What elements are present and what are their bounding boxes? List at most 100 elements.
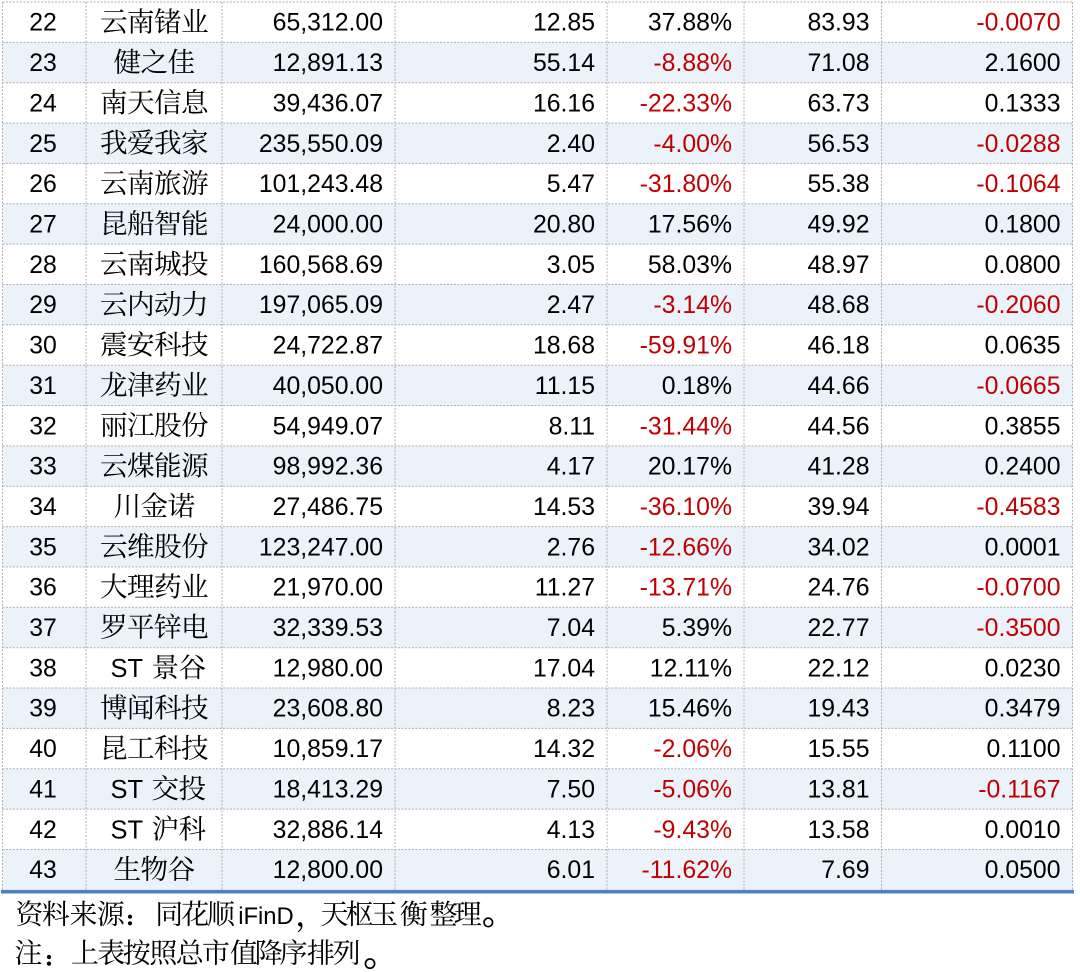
svg-text:20.80: 20.80 xyxy=(533,212,595,239)
svg-text:42: 42 xyxy=(29,817,57,844)
svg-text:40: 40 xyxy=(29,736,57,763)
svg-text:17.04: 17.04 xyxy=(533,655,595,682)
svg-text:14.53: 14.53 xyxy=(533,494,595,521)
svg-text:-9.43%: -9.43% xyxy=(653,817,732,844)
svg-text:12.85: 12.85 xyxy=(533,10,595,37)
svg-text:32,886.14: 32,886.14 xyxy=(273,817,384,844)
svg-text:98,992.36: 98,992.36 xyxy=(273,454,383,481)
svg-text:0.2400: 0.2400 xyxy=(985,454,1061,481)
svg-text:7.04: 7.04 xyxy=(547,615,595,642)
svg-text:20.17%: 20.17% xyxy=(648,454,732,481)
svg-text:18.68: 18.68 xyxy=(533,333,595,360)
svg-text:-8.88%: -8.88% xyxy=(653,50,732,77)
svg-text:-0.0070: -0.0070 xyxy=(976,10,1060,37)
svg-text:-0.4583: -0.4583 xyxy=(976,494,1060,521)
svg-text:5.47: 5.47 xyxy=(547,171,595,198)
svg-text:0.0800: 0.0800 xyxy=(985,252,1061,279)
svg-text:2.40: 2.40 xyxy=(547,131,595,158)
svg-text:24,000.00: 24,000.00 xyxy=(273,212,383,239)
svg-text:4.17: 4.17 xyxy=(547,454,595,481)
svg-text:0.1100: 0.1100 xyxy=(986,736,1060,763)
svg-text:-0.0700: -0.0700 xyxy=(976,575,1060,602)
svg-text:39: 39 xyxy=(29,696,57,723)
svg-text:-36.10%: -36.10% xyxy=(640,494,732,521)
svg-text:ST: ST xyxy=(111,817,144,845)
svg-text:iFinD: iFinD xyxy=(238,903,294,930)
svg-text:48.68: 48.68 xyxy=(807,292,869,319)
svg-text:36: 36 xyxy=(29,575,57,602)
svg-text:160,568.69: 160,568.69 xyxy=(259,252,383,279)
svg-text:22: 22 xyxy=(29,10,57,37)
svg-text:54,949.07: 54,949.07 xyxy=(273,413,383,440)
svg-text:18,413.29: 18,413.29 xyxy=(273,777,383,804)
svg-text:41: 41 xyxy=(29,777,57,804)
svg-text:19.43: 19.43 xyxy=(807,696,869,723)
svg-text:48.97: 48.97 xyxy=(807,252,869,279)
svg-text:15.55: 15.55 xyxy=(807,736,869,763)
svg-text:0.0230: 0.0230 xyxy=(985,655,1061,682)
svg-text:37: 37 xyxy=(29,615,57,642)
svg-text:7.69: 7.69 xyxy=(821,857,869,884)
svg-text:0.1800: 0.1800 xyxy=(985,212,1061,239)
svg-text:-0.0665: -0.0665 xyxy=(976,373,1060,400)
svg-text:0.3855: 0.3855 xyxy=(985,413,1061,440)
svg-text:21,970.00: 21,970.00 xyxy=(273,575,383,602)
svg-text:26: 26 xyxy=(29,171,57,198)
svg-text:55.14: 55.14 xyxy=(533,50,595,77)
svg-text:0.1333: 0.1333 xyxy=(985,90,1061,117)
svg-text:-5.06%: -5.06% xyxy=(653,777,732,804)
svg-text:23: 23 xyxy=(29,50,57,77)
svg-text:-31.44%: -31.44% xyxy=(640,413,732,440)
svg-text:35: 35 xyxy=(29,534,57,561)
svg-text:12,800.00: 12,800.00 xyxy=(273,857,383,884)
svg-text:ST: ST xyxy=(111,655,144,683)
svg-text:17.56%: 17.56% xyxy=(648,212,732,239)
svg-text:24,722.87: 24,722.87 xyxy=(273,333,383,360)
svg-text:39,436.07: 39,436.07 xyxy=(273,90,383,117)
svg-text:37.88%: 37.88% xyxy=(648,10,732,37)
svg-text:197,065.09: 197,065.09 xyxy=(259,292,383,319)
svg-text:25: 25 xyxy=(29,131,57,158)
svg-text:71.08: 71.08 xyxy=(807,50,869,77)
svg-text:10,859.17: 10,859.17 xyxy=(273,736,383,763)
svg-text:58.03%: 58.03% xyxy=(648,252,732,279)
svg-text:16.16: 16.16 xyxy=(533,90,595,117)
svg-text:6.01: 6.01 xyxy=(547,857,595,884)
svg-text:11.27: 11.27 xyxy=(535,575,595,602)
svg-text:-4.00%: -4.00% xyxy=(653,131,732,158)
svg-text:13.58: 13.58 xyxy=(807,817,869,844)
svg-text:29: 29 xyxy=(29,292,57,319)
svg-text:39.94: 39.94 xyxy=(807,494,869,521)
svg-text:-31.80%: -31.80% xyxy=(640,171,732,198)
svg-text:43: 43 xyxy=(29,857,57,884)
svg-text:56.53: 56.53 xyxy=(807,131,869,158)
svg-text:30: 30 xyxy=(29,333,57,360)
svg-text:55.38: 55.38 xyxy=(807,171,869,198)
svg-text:83.93: 83.93 xyxy=(807,10,869,37)
svg-text:40,050.00: 40,050.00 xyxy=(273,373,383,400)
svg-text:23,608.80: 23,608.80 xyxy=(273,696,383,723)
svg-text:-0.1064: -0.1064 xyxy=(976,171,1060,198)
svg-text:-0.0288: -0.0288 xyxy=(976,131,1060,158)
svg-text:2.76: 2.76 xyxy=(547,534,595,561)
svg-text:63.73: 63.73 xyxy=(807,90,869,117)
svg-text:32,339.53: 32,339.53 xyxy=(273,615,383,642)
svg-text:24.76: 24.76 xyxy=(807,575,869,602)
svg-text:34: 34 xyxy=(29,494,57,521)
svg-text:8.11: 8.11 xyxy=(549,413,595,440)
svg-text:-0.3500: -0.3500 xyxy=(976,615,1060,642)
svg-text:24: 24 xyxy=(29,90,57,117)
svg-text:-59.91%: -59.91% xyxy=(640,333,732,360)
svg-text:41.28: 41.28 xyxy=(807,454,869,481)
svg-text:ST: ST xyxy=(111,776,144,804)
svg-text:32: 32 xyxy=(29,413,57,440)
svg-text:14.32: 14.32 xyxy=(533,736,595,763)
svg-text:-2.06%: -2.06% xyxy=(653,736,732,763)
svg-text:13.81: 13.81 xyxy=(807,777,869,804)
svg-text:2.1600: 2.1600 xyxy=(985,50,1061,77)
svg-text:0.3479: 0.3479 xyxy=(985,696,1061,723)
svg-text:123,247.00: 123,247.00 xyxy=(259,534,383,561)
svg-text:-12.66%: -12.66% xyxy=(640,534,732,561)
svg-text:34.02: 34.02 xyxy=(807,534,869,561)
svg-text:27,486.75: 27,486.75 xyxy=(273,494,383,521)
